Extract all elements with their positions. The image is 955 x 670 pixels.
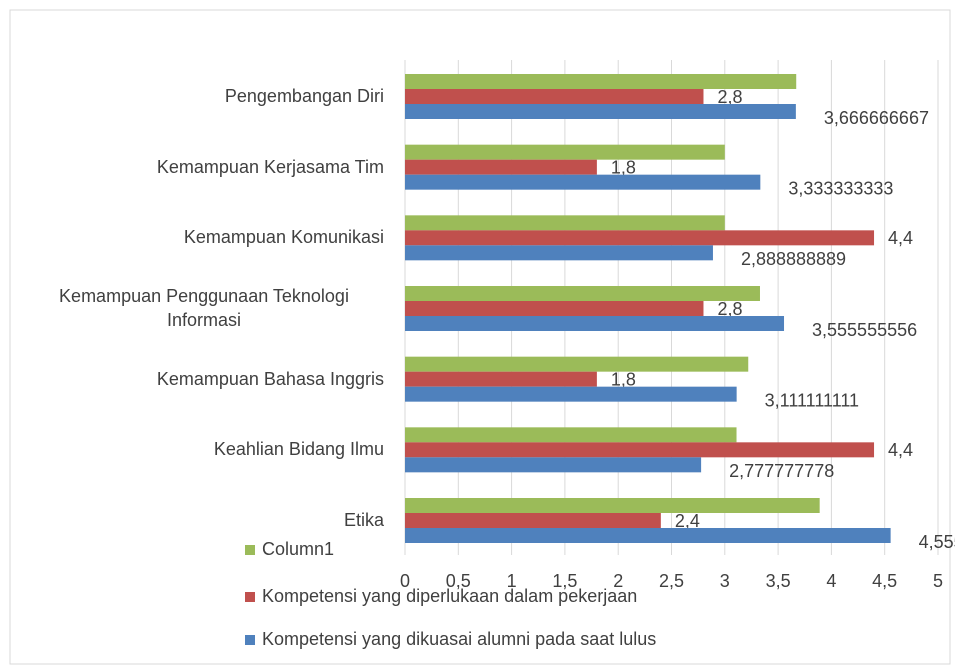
x-tick-label: 2 xyxy=(613,571,623,591)
y-tick-label: Kemampuan Kerjasama Tim xyxy=(156,156,384,177)
bar xyxy=(405,301,704,316)
bar xyxy=(405,215,725,231)
data-label: 4,555555556 xyxy=(919,532,955,552)
legend-swatch xyxy=(245,545,255,555)
bar xyxy=(405,442,875,458)
bar xyxy=(405,427,737,443)
data-label: 4,4 xyxy=(888,440,913,460)
legend-swatch xyxy=(245,592,255,602)
bar xyxy=(405,74,797,89)
legend-label: Column1 xyxy=(262,539,334,559)
bar xyxy=(405,356,749,372)
x-tick-label: 1,5 xyxy=(552,571,577,591)
data-label: 3,111111111 xyxy=(765,390,859,410)
x-tick-label: 2,5 xyxy=(659,571,684,591)
x-tick-label: 3 xyxy=(720,571,730,591)
bar xyxy=(405,457,702,473)
legend-label: Kompetensi yang diperlukaan dalam pekerj… xyxy=(262,586,637,606)
y-tick-label: Keahlian Bidang Ilmu xyxy=(213,439,384,460)
bar xyxy=(405,104,796,119)
bar xyxy=(405,144,725,160)
legend-swatch xyxy=(245,635,255,645)
data-label: 1,8 xyxy=(611,157,636,177)
data-label: 2,8 xyxy=(717,299,742,319)
data-label: 2,888888889 xyxy=(741,249,846,269)
bar xyxy=(405,89,704,104)
data-label: 4,4 xyxy=(888,228,913,248)
x-tick-label: 0,5 xyxy=(446,571,471,591)
chart-border xyxy=(9,9,951,665)
bar xyxy=(405,528,891,543)
data-label: 3,555555556 xyxy=(812,320,917,340)
bar xyxy=(405,316,785,331)
bar xyxy=(405,174,761,190)
data-label: 2,4 xyxy=(675,511,700,531)
x-tick-label: 1 xyxy=(507,571,517,591)
y-tick-label: Kemampuan Bahasa Inggris xyxy=(156,368,384,389)
bar xyxy=(405,371,597,387)
legend-label: Kompetensi yang dikuasai alumni pada saa… xyxy=(262,629,656,649)
x-tick-label: 0 xyxy=(400,571,410,591)
y-tick-label: Kemampuan Penggunaan Teknologi Informasi xyxy=(59,286,349,330)
y-tick-label: Pengembangan Diri xyxy=(224,86,384,106)
x-tick-label: 4 xyxy=(826,571,836,591)
bar xyxy=(405,159,597,175)
x-tick-label: 4,5 xyxy=(872,571,897,591)
bar xyxy=(405,386,737,402)
data-label: 3,666666667 xyxy=(824,108,929,128)
data-label: 2,777777778 xyxy=(729,461,834,481)
bar xyxy=(405,498,820,513)
data-label: 2,8 xyxy=(717,87,742,107)
x-tick-label: 3,5 xyxy=(766,571,791,591)
data-label: 1,8 xyxy=(611,369,636,389)
bar xyxy=(405,245,713,261)
x-tick-label: 5 xyxy=(933,571,943,591)
y-tick-label: Etika xyxy=(343,510,384,530)
y-tick-label: Kemampuan Komunikasi xyxy=(183,227,384,248)
bar xyxy=(405,513,661,528)
bar xyxy=(405,286,760,301)
data-label: 3,333333333 xyxy=(788,178,893,198)
bar xyxy=(405,230,875,246)
